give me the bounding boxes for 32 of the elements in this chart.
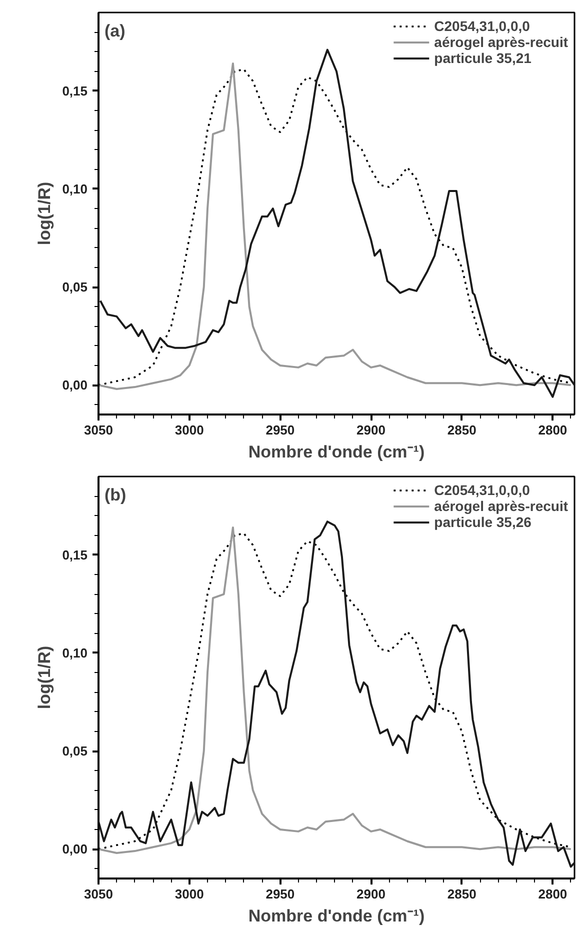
y-tick-label: 0,00 <box>62 842 88 857</box>
x-axis-title: Nombre d'onde (cm⁻¹) <box>248 906 425 926</box>
y-tick-label: 0,05 <box>62 280 88 295</box>
x-tick-label: 3000 <box>174 886 204 902</box>
y-tick-label: 0,15 <box>62 547 88 562</box>
y-axis-title: log(1/R) <box>35 182 54 246</box>
x-axis-title: Nombre d'onde (cm⁻¹) <box>248 442 425 462</box>
legend-label: C2054,31,0,0,0 <box>434 18 530 34</box>
x-tick-label: 3050 <box>84 422 113 438</box>
legend-label: particule 35,21 <box>434 50 532 66</box>
y-tick-label: 0,10 <box>62 181 88 196</box>
y-tick-label: 0,05 <box>62 744 88 759</box>
x-tick-label: 3050 <box>84 886 113 902</box>
x-tick-label: 3000 <box>174 422 204 438</box>
x-tick-label: 2950 <box>266 886 295 902</box>
x-tick-label: 2900 <box>356 422 386 438</box>
y-tick-label: 0,00 <box>62 378 88 393</box>
x-tick-label: 2950 <box>266 422 295 438</box>
legend-label: C2054,31,0,0,0 <box>434 482 530 498</box>
x-tick-label: 2900 <box>356 886 386 902</box>
y-tick-label: 0,10 <box>62 645 88 660</box>
legend-label: aérogel après-recuit <box>434 498 568 514</box>
x-tick-label: 2800 <box>538 422 568 438</box>
y-axis-title: log(1/R) <box>35 646 54 710</box>
x-tick-label: 2850 <box>447 422 476 438</box>
legend-label: particule 35,26 <box>434 514 532 530</box>
x-tick-label: 2800 <box>538 886 568 902</box>
annotation: (a) <box>104 22 126 40</box>
legend-label: aérogel après-recuit <box>434 34 568 50</box>
annotation: (b) <box>104 486 126 504</box>
x-tick-label: 2850 <box>447 886 476 902</box>
y-tick-label: 0,15 <box>62 83 88 98</box>
